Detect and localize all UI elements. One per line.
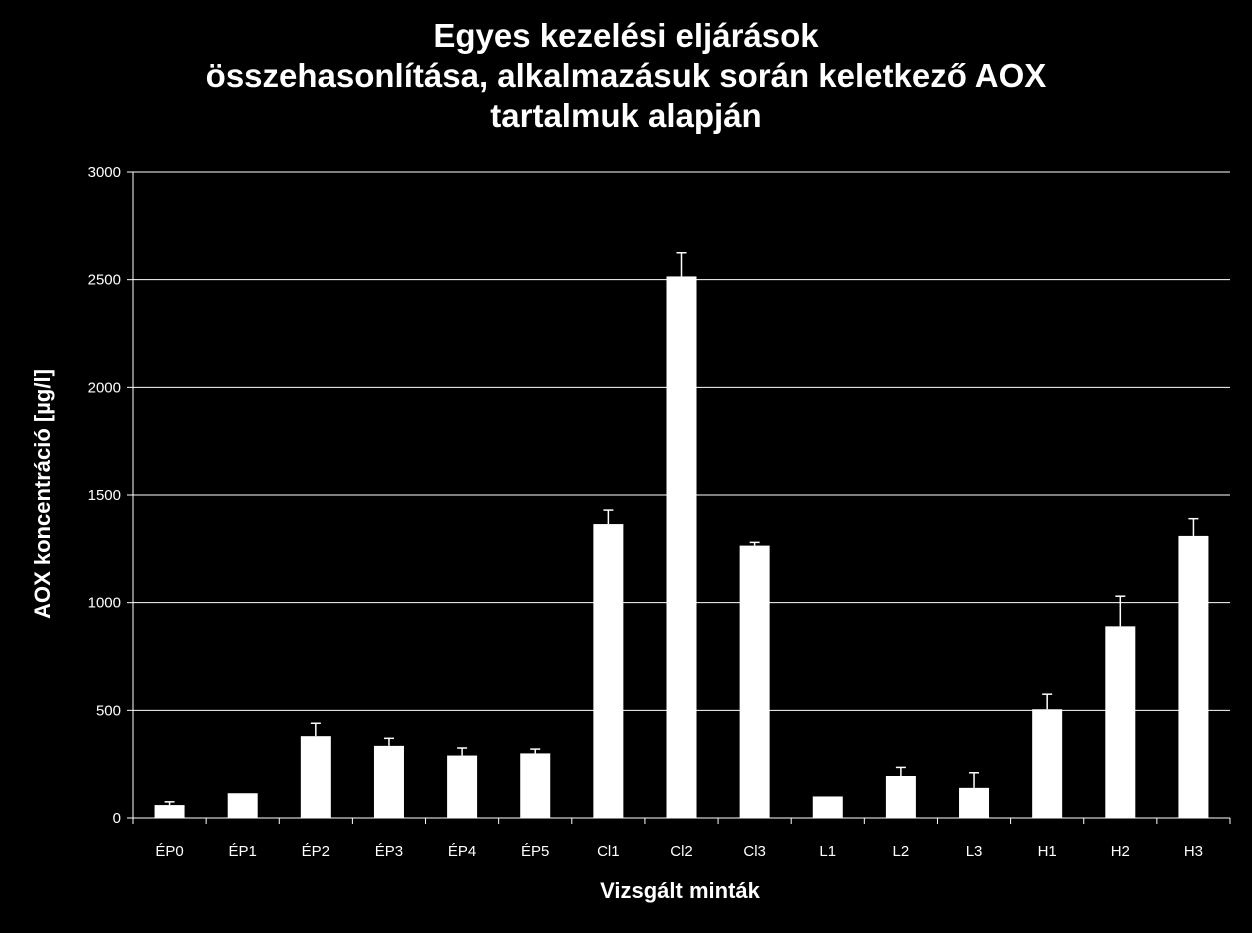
x-axis-title: Vizsgált minták [600, 878, 761, 903]
bar-L3 [959, 787, 990, 818]
y-tick-labels: 0 500 1000 1500 2000 2500 3000 [88, 164, 121, 827]
x-tick-label: H2 [1111, 843, 1130, 860]
bar-ÉP3 [373, 745, 404, 818]
x-tick-label: L1 [819, 843, 836, 860]
y-tick-label: 0 [113, 810, 121, 827]
bar-ÉP1 [227, 793, 258, 818]
x-tick-label: ÉP2 [302, 843, 330, 860]
x-tick-label: Cl1 [597, 843, 620, 860]
error-bars [164, 252, 1199, 806]
x-tick-label: Cl3 [743, 843, 766, 860]
bar-Cl2 [666, 276, 697, 819]
x-tick-label: ÉP1 [229, 843, 257, 860]
bar-ÉP5 [520, 753, 551, 818]
x-tick-label: ÉP4 [448, 843, 476, 860]
x-tick-label: H3 [1184, 843, 1203, 860]
bar-ÉP4 [447, 755, 478, 818]
x-tick-label: H1 [1038, 843, 1057, 860]
bar-H1 [1032, 709, 1063, 818]
y-tick-label: 500 [96, 702, 121, 719]
y-tick-label: 2000 [88, 379, 121, 396]
bar-L1 [812, 796, 843, 818]
bar-Cl1 [593, 524, 624, 818]
y-tick-label: 3000 [88, 164, 121, 181]
bar-ÉP2 [300, 736, 331, 818]
chart-title: Egyes kezelési eljárások összehasonlítás… [205, 17, 1047, 134]
y-tick-label: 1500 [88, 487, 121, 504]
bar-Cl3 [739, 545, 770, 818]
bar-H2 [1105, 626, 1136, 818]
y-tick-label: 1000 [88, 595, 121, 612]
x-tick-label: L2 [893, 843, 910, 860]
bar-ÉP0 [154, 805, 185, 818]
x-tick-label: L3 [966, 843, 983, 860]
bar-H3 [1178, 535, 1209, 818]
y-tick-label: 2500 [88, 272, 121, 289]
x-tick-label: ÉP3 [375, 843, 403, 860]
bars [154, 276, 1209, 819]
bar-L2 [885, 776, 916, 818]
x-tick-label: ÉP5 [521, 843, 549, 860]
x-tick-label: Cl2 [670, 843, 693, 860]
y-axis-title: AOX koncentráció [µg/l] [30, 369, 55, 619]
x-tick-label: ÉP0 [155, 843, 183, 860]
x-tick-labels: ÉP0 ÉP1 ÉP2 ÉP3 ÉP4 ÉP5 Cl1 Cl2 Cl3 L1 L2 L3 H1 H2 H3 [155, 843, 1203, 860]
